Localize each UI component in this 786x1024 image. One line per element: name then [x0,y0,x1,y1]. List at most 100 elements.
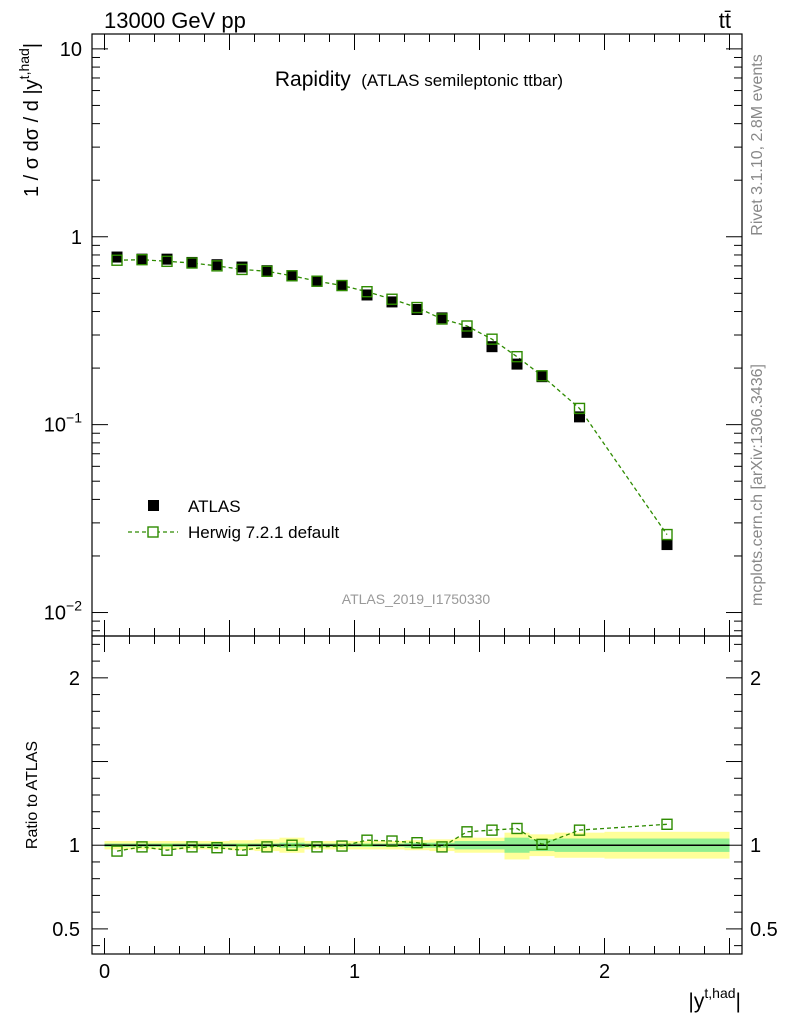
tick-label-exponent: −2 [66,598,82,614]
ratio-mc-point [286,839,298,851]
atlas-data-point [574,411,585,423]
atlas-data-point [511,358,523,370]
x-tick-label: 2 [599,961,610,983]
x-tick-label: 0 [99,961,110,983]
mc-point [186,257,198,269]
mc-point [361,286,373,298]
ratio-mc-point [111,845,123,857]
ratio-y-tick-label-right: 1 [750,835,761,857]
main-y-tick-label: 10−1 [44,410,82,437]
atlas-data-point [211,259,223,271]
chart-title-main: Rapidity [275,68,351,91]
main-y-axis-label-sup: t,had [16,48,32,79]
ratio-mc-point [661,818,673,830]
chart-title: Rapidity (ATLAS semileptonic ttbar) [275,68,563,91]
mc-point [161,255,173,268]
mc-point [536,370,548,382]
atlas-data-point [236,261,248,273]
ratio-mc-point [573,824,586,836]
mc-point [111,254,123,266]
ratio-mc-point [311,841,323,853]
ratio-plot-frame [91,635,743,955]
ratio-mc-point [386,835,398,847]
atlas-data-point [186,256,198,268]
mc-point [461,320,473,332]
mc-point [311,275,323,287]
main-y-tick-label: 10−2 [44,598,82,625]
tick-label-base: 10 [44,603,66,625]
ratio-mc-point [136,841,148,853]
atlas-data-point [486,341,498,353]
atlas-data-point [111,251,123,263]
main-data-marks [111,251,673,551]
tick-label-exponent: −1 [66,410,82,426]
ratio-mc-point [511,822,523,835]
mc-point [261,265,273,277]
x-tick-label: 1 [349,961,360,983]
beam-energy-label: 13000 GeV pp [104,8,246,33]
main-y-axis-label: 1 / σ dσ / d |yt,had| [16,43,43,197]
main-y-tick-label: 1 [71,227,82,249]
mc-point [436,313,448,325]
mc-point [661,528,673,541]
ratio-mc-point [361,834,373,846]
atlas-data-point [311,275,323,287]
ratio-mc-line [116,823,668,852]
ratio-mc-point [436,841,448,853]
atlas-data-point [436,312,448,324]
ratio-y-tick-label-left: 2 [69,668,80,690]
ratio-panel: 2 2 1 1 0.5 0.5 0 1 2 Ratio to ATLAS |yt,had| [24,635,778,1013]
ratio-mc-point [486,824,498,836]
mc-point [211,260,223,272]
ratio-y-tick-label-left: 0.5 [52,919,80,941]
atlas-data-point [661,539,673,551]
atlas-data-point [136,253,148,265]
analysis-label: ATLAS_2019_I1750330 [342,591,491,607]
ratio-y-tick-label-right: 2 [750,668,761,690]
ratio-y-tick-label-left: 1 [69,835,80,857]
chart-subtitle: (ATLAS semileptonic ttbar) [361,71,563,90]
rivet-version-label: Rivet 3.1.10, 2.8M events [749,54,766,235]
mc-point [573,402,586,415]
atlas-data-point [161,253,173,265]
atlas-data-point [361,289,373,301]
mc-point [486,333,498,345]
ratio-mc-point [461,826,473,838]
x-axis-label-sup: t,had [704,985,735,1001]
main-y-tick-label: 10 [60,39,82,61]
ratio-mc-point [236,844,248,856]
ratio-y-axis-label: Ratio to ATLAS [24,741,41,849]
x-axis-label: |yt,had| [688,985,741,1013]
legend-data-marker [148,500,159,511]
ratio-mc-point [411,837,423,849]
ratio-y-tick-label-right: 0.5 [750,919,778,941]
ratio-mc-point [211,842,223,854]
process-label: tt̄ [719,8,731,33]
ratio-mc-point [261,841,273,853]
atlas-data-point [386,296,398,308]
atlas-data-point [536,371,548,383]
tick-label-base: 10 [44,415,66,437]
main-y-axis-label-end: | [21,43,43,48]
mc-point [386,293,398,305]
mc-point [511,350,523,363]
ratio-mc-point [161,844,173,856]
legend-mc-label: Herwig 7.2.1 default [188,523,339,542]
legend-mc-marker [147,526,159,538]
atlas-data-point [336,280,348,292]
legend: ATLAS Herwig 7.2.1 default [128,497,339,542]
ratio-data-marks [104,818,730,857]
main-y-axis-label-main: 1 / σ dσ / d |y [21,79,43,197]
mcplots-reference-label: mcplots.cern.ch [arXiv:1306.3436] [749,364,766,606]
atlas-data-point [411,304,423,316]
ratio-axes: 2 2 1 1 0.5 0.5 0 1 2 [52,635,778,983]
tick-label-base: 1 [71,227,82,249]
atlas-data-point [286,270,298,282]
mc-point [236,263,248,276]
ratio-mc-point [336,840,348,852]
atlas-data-point [261,265,273,277]
mc-point [336,279,348,292]
